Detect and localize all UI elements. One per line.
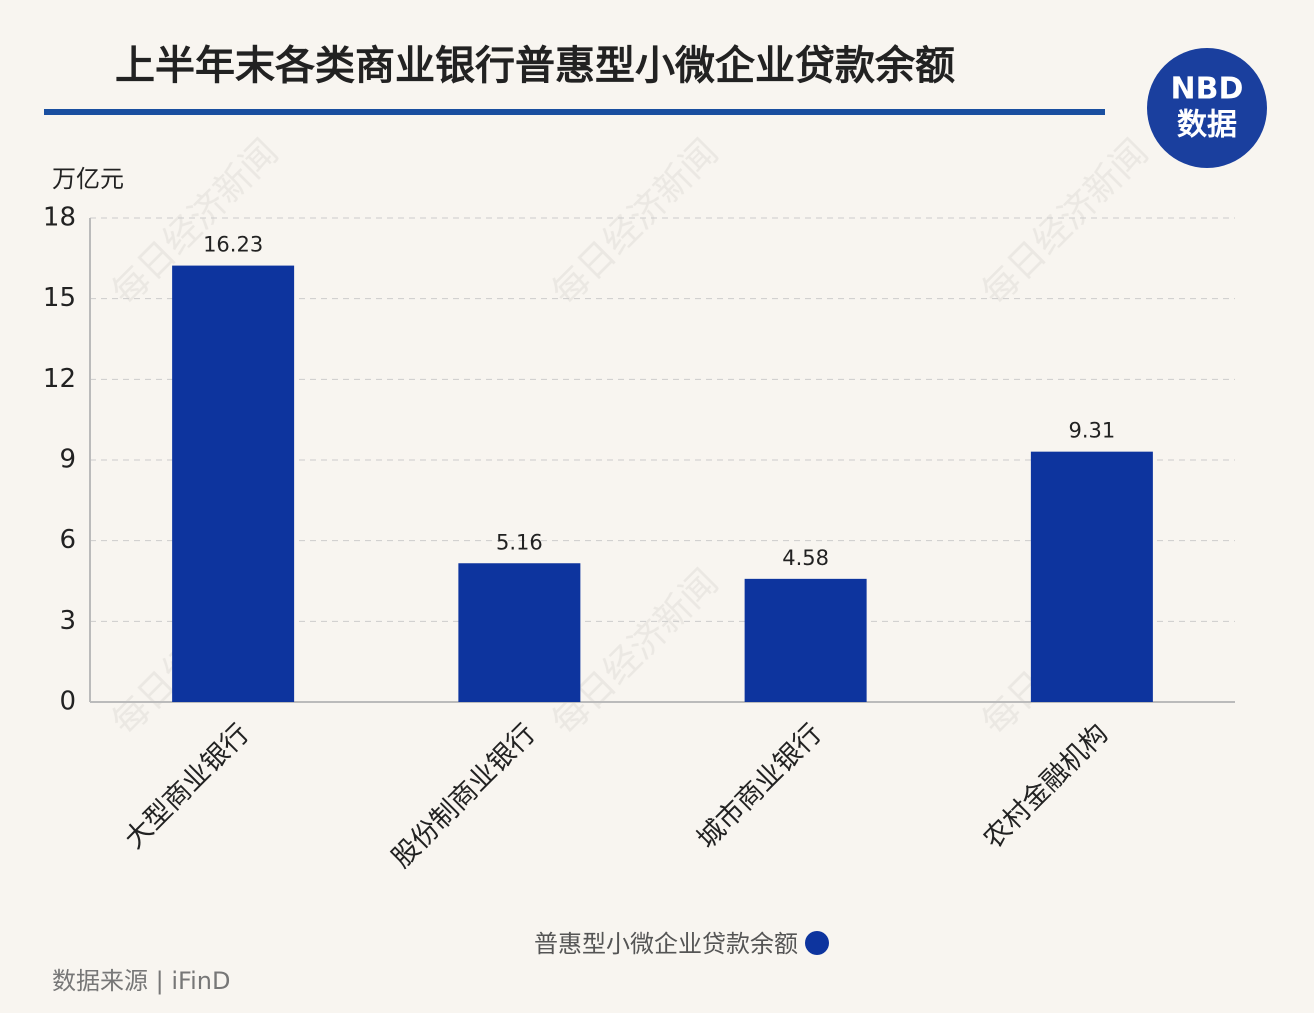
legend-marker xyxy=(805,931,829,955)
y-axis-label: 万亿元 xyxy=(52,165,124,193)
y-tick-label: 0 xyxy=(59,687,76,717)
y-tick-label: 18 xyxy=(43,203,76,233)
y-tick-label: 15 xyxy=(43,283,76,313)
legend-label: 普惠型小微企业贷款余额 xyxy=(534,930,798,958)
logo-text: 数据 xyxy=(1177,108,1237,143)
title-rule xyxy=(44,109,1105,115)
y-tick-label: 9 xyxy=(59,445,76,475)
bar xyxy=(172,265,295,702)
bar xyxy=(744,578,867,702)
bar xyxy=(1030,451,1153,702)
value-label: 4.58 xyxy=(782,546,829,570)
value-label: 5.16 xyxy=(496,530,543,554)
y-tick-label: 3 xyxy=(59,606,76,636)
logo xyxy=(1147,48,1267,168)
y-tick-label: 6 xyxy=(59,525,76,555)
logo-text: NBD xyxy=(1171,72,1244,107)
bar xyxy=(458,563,581,702)
y-tick-label: 12 xyxy=(43,364,76,394)
value-label: 16.23 xyxy=(203,233,263,257)
source: 数据来源 | iFinD xyxy=(52,967,230,995)
value-label: 9.31 xyxy=(1068,419,1115,443)
chart-title: 上半年末各类商业银行普惠型小微企业贷款余额 xyxy=(115,43,955,89)
